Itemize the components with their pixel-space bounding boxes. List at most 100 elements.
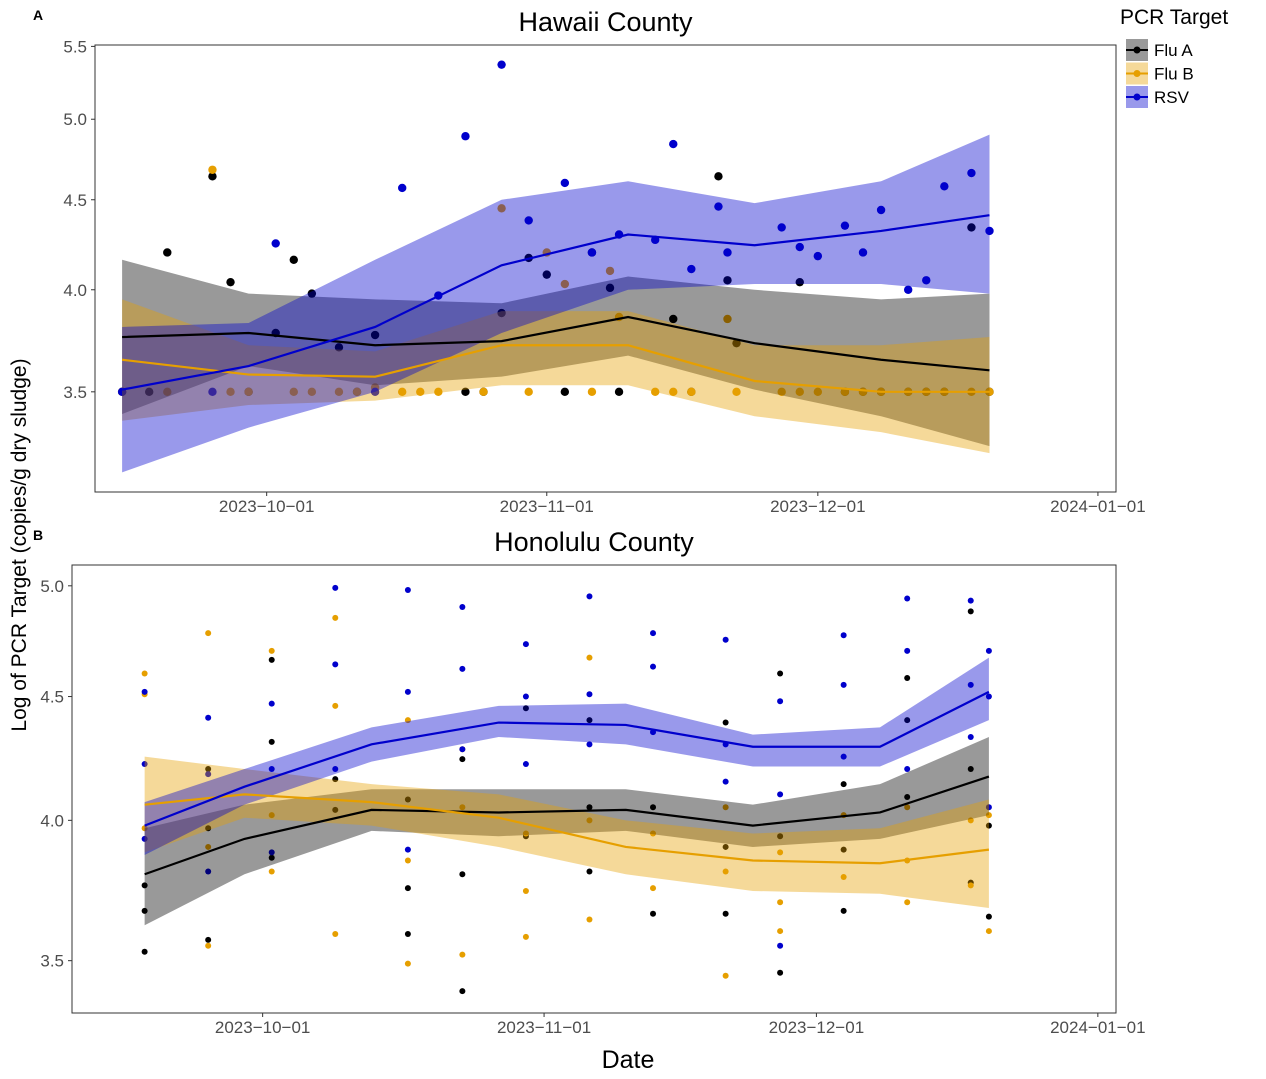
plot-area xyxy=(141,584,992,995)
data-point xyxy=(586,804,593,811)
data-point xyxy=(404,587,411,594)
data-point xyxy=(687,264,696,274)
data-point xyxy=(985,822,992,829)
data-point xyxy=(586,691,593,698)
data-point xyxy=(268,868,275,875)
data-point xyxy=(332,766,339,773)
chart-title: Hawaii County xyxy=(518,7,693,37)
y-tick-label: 4.0 xyxy=(40,811,64,830)
data-point xyxy=(244,387,253,397)
data-point xyxy=(777,899,784,906)
data-point xyxy=(586,741,593,748)
data-point xyxy=(205,825,212,832)
data-point xyxy=(967,608,974,615)
plot-area xyxy=(117,60,994,473)
data-point xyxy=(840,846,847,853)
data-point xyxy=(777,928,784,935)
data-point xyxy=(795,242,804,252)
y-tick-label: 3.5 xyxy=(63,383,87,402)
data-point xyxy=(586,868,593,875)
data-point xyxy=(404,796,411,803)
x-tick-label: 2023−12−01 xyxy=(770,497,866,516)
data-point xyxy=(459,604,466,611)
data-point xyxy=(289,255,298,264)
data-point xyxy=(723,276,732,285)
data-point xyxy=(840,874,847,881)
data-point xyxy=(650,804,657,811)
data-point xyxy=(268,700,275,707)
data-point xyxy=(586,593,593,600)
data-point xyxy=(208,172,217,181)
confidence-band xyxy=(122,299,990,454)
y-tick-label: 5.5 xyxy=(63,37,87,56)
data-point xyxy=(813,251,823,261)
x-tick-label: 2023−10−01 xyxy=(215,1018,311,1037)
data-point xyxy=(461,387,470,397)
data-point xyxy=(205,630,212,637)
data-point xyxy=(732,338,741,348)
smooth-line xyxy=(122,315,990,372)
confidence-band xyxy=(122,259,990,447)
data-point xyxy=(722,972,729,979)
legend-key-point xyxy=(1133,70,1141,77)
panel-border xyxy=(94,44,1117,493)
data-point xyxy=(777,387,786,397)
legend-label: Flu A xyxy=(1154,41,1193,60)
data-point xyxy=(461,132,470,141)
data-point xyxy=(459,988,466,995)
data-point xyxy=(370,330,380,340)
data-point xyxy=(332,702,339,709)
data-point xyxy=(205,868,212,875)
data-point xyxy=(904,793,911,800)
data-point xyxy=(650,830,657,837)
data-point xyxy=(226,277,235,287)
data-point xyxy=(332,584,339,591)
data-point xyxy=(268,656,275,663)
data-point xyxy=(497,60,506,69)
data-point xyxy=(650,885,657,892)
data-point xyxy=(334,343,344,352)
data-point xyxy=(840,907,847,914)
data-point xyxy=(205,843,212,850)
confidence-band xyxy=(144,737,989,926)
data-point xyxy=(141,688,148,695)
data-point xyxy=(723,314,732,324)
data-point xyxy=(586,717,593,724)
data-point xyxy=(434,387,443,397)
data-point xyxy=(732,387,741,397)
data-point xyxy=(903,285,913,294)
data-point xyxy=(985,928,992,935)
data-point xyxy=(777,942,784,949)
data-point xyxy=(985,804,992,811)
y-tick-label: 5.0 xyxy=(40,577,64,596)
data-point xyxy=(985,812,992,819)
data-point xyxy=(208,387,217,397)
data-point xyxy=(404,885,411,892)
data-point xyxy=(307,387,317,397)
data-point xyxy=(524,216,533,225)
data-point xyxy=(967,734,974,741)
data-point xyxy=(840,781,847,788)
x-tick-label: 2023−11−01 xyxy=(500,497,594,516)
data-point xyxy=(722,804,729,811)
data-point xyxy=(722,910,729,917)
data-point xyxy=(777,223,786,232)
data-point xyxy=(205,766,212,773)
data-point xyxy=(332,806,339,813)
data-point xyxy=(268,812,275,819)
data-point xyxy=(459,871,466,878)
data-point xyxy=(967,817,974,824)
y-tick-label: 4.5 xyxy=(63,191,87,210)
data-point xyxy=(967,882,974,889)
data-point xyxy=(985,693,992,700)
data-point xyxy=(398,387,407,397)
data-point xyxy=(459,804,466,811)
y-tick-label: 4.5 xyxy=(40,688,64,707)
data-point xyxy=(967,597,974,604)
data-point xyxy=(940,182,949,191)
data-point xyxy=(614,387,624,397)
legend-title: PCR Target xyxy=(1120,6,1228,29)
panel-label: A xyxy=(33,7,43,23)
data-point xyxy=(985,647,992,654)
